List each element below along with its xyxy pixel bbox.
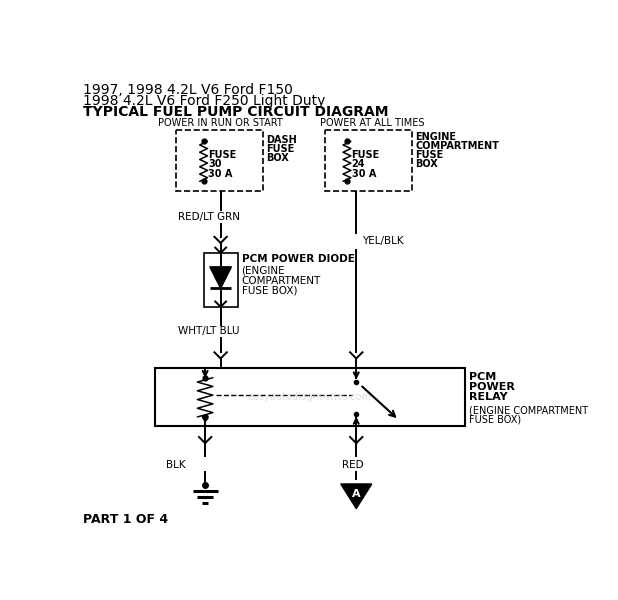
Text: COMPARTMENT: COMPARTMENT [415,141,499,151]
Text: 24: 24 [352,160,365,169]
Bar [177,130,263,191]
Text: ENGINE: ENGINE [415,131,456,142]
Text: COMPARTMENT: COMPARTMENT [242,275,321,286]
Text: POWER AT ALL TIMES: POWER AT ALL TIMES [320,118,424,128]
Text: 1997, 1998 4.2L V6 Ford F150: 1997, 1998 4.2L V6 Ford F150 [83,83,294,97]
Bar [203,253,238,307]
Bar [325,130,412,191]
Text: BOX: BOX [415,160,438,169]
Text: (ENGINE: (ENGINE [242,266,285,275]
Text: POWER IN RUN OR START: POWER IN RUN OR START [158,118,283,128]
Text: FUSE BOX): FUSE BOX) [470,415,522,425]
Text: DASH: DASH [266,135,297,145]
Text: FUSE: FUSE [208,150,237,160]
Text: 30: 30 [208,160,222,169]
Text: PCM: PCM [470,371,497,382]
Polygon shape [341,484,372,509]
Text: (ENGINE COMPARTMENT: (ENGINE COMPARTMENT [470,406,588,415]
Text: WHT/LT BLU: WHT/LT BLU [178,326,240,337]
Text: PART 1 OF 4: PART 1 OF 4 [83,514,169,526]
Text: FUSE: FUSE [415,150,443,160]
Text: BLK: BLK [166,460,186,470]
Text: POWER: POWER [470,382,515,392]
Text: RED/LT GRN: RED/LT GRN [178,212,240,222]
Text: FUSE: FUSE [266,144,295,154]
Text: FUSE BOX): FUSE BOX) [242,286,297,296]
Text: FUSE: FUSE [352,150,380,160]
Text: BOX: BOX [266,153,289,163]
Text: 30 A: 30 A [208,169,232,179]
Text: PCM POWER DIODE: PCM POWER DIODE [242,254,355,264]
Polygon shape [210,267,232,289]
Text: 30 A: 30 A [352,169,376,179]
Bar [154,368,465,426]
Text: RELAY: RELAY [470,392,508,401]
Text: 1998 4.2L V6 Ford F250 Light Duty: 1998 4.2L V6 Ford F250 Light Duty [83,94,326,107]
Text: easyautodiagnostics.com: easyautodiagnostics.com [248,392,372,402]
Text: A: A [352,489,360,499]
Text: RED: RED [342,460,364,470]
Text: TYPICAL FUEL PUMP CIRCUIT DIAGRAM: TYPICAL FUEL PUMP CIRCUIT DIAGRAM [83,105,389,119]
Text: YEL/BLK: YEL/BLK [362,236,404,247]
